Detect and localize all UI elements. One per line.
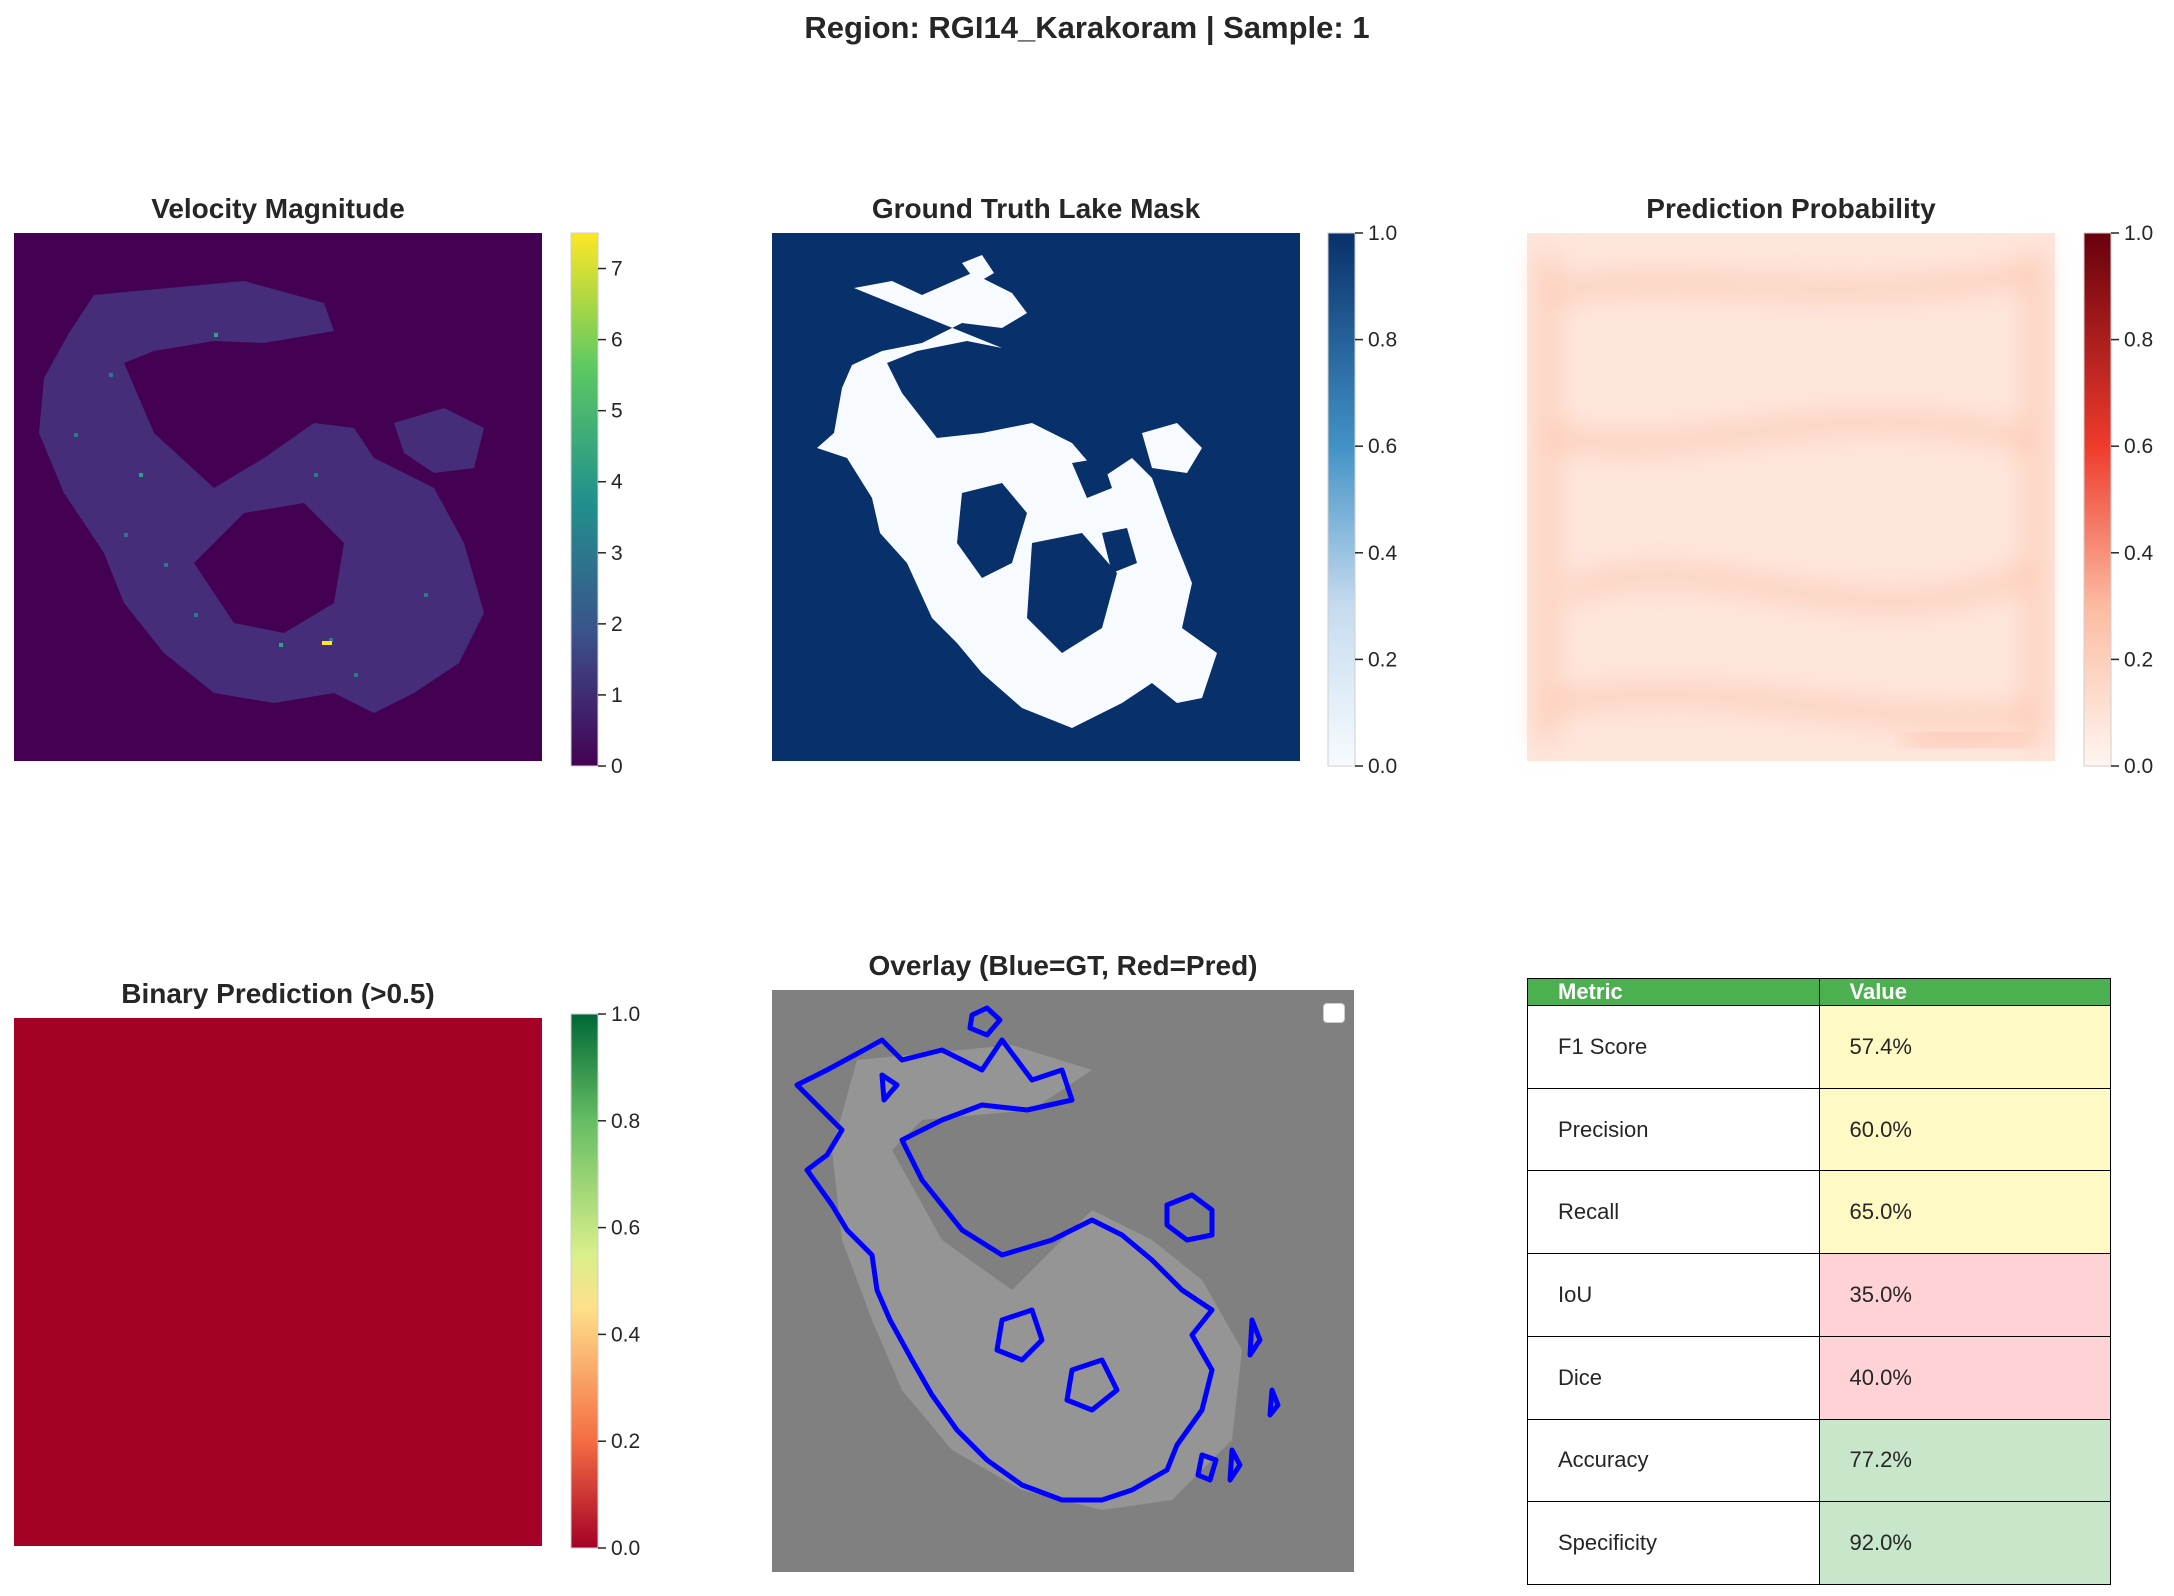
velocity-max-speck [322,641,332,645]
colorbar-tick-label: 0.8 [1368,329,1397,352]
velocity-hollow [194,503,344,633]
colorbar-tick-label: 0.8 [611,1110,640,1133]
colorbar-tick-label: 0.0 [611,1537,640,1560]
metric-name: IoU [1527,1253,1820,1337]
colorbar-tick-label: 6 [611,329,623,352]
table-row: Recall 65.0% [1527,1170,2111,1255]
metric-value: 40.0% [1818,1335,2111,1420]
overlay-texture [832,1045,1242,1510]
colorbar-tick-label: 0.4 [611,1323,641,1346]
colorbar-tick-label: 0.6 [611,1217,640,1240]
table-row: Accuracy 77.2% [1527,1418,2111,1503]
colorbar-tick-label: 0.2 [611,1430,640,1453]
metric-value: 65.0% [1818,1170,2111,1255]
velocity-colorbar: 0 1 2 3 4 5 6 7 [570,232,623,778]
figure-title: Region: RGI14_Karakoram | Sample: 1 [804,10,1370,45]
metric-value: 35.0% [1818,1253,2111,1337]
binary-colorbar: 0.0 0.2 0.4 0.6 0.8 1.0 [570,1003,641,1560]
colorbar-tick-label: 1.0 [2124,222,2153,245]
table-row: IoU 35.0% [1527,1253,2111,1337]
binary-heatmap [14,1018,542,1546]
colorbar-tick-label: 3 [611,542,623,565]
metric-name: Precision [1527,1087,1820,1172]
probability-streaks [1539,253,2043,743]
metrics-header-value: Value [1818,978,2111,1006]
colorbar-tick-label: 0.2 [2124,648,2153,671]
colorbar-tick-label: 2 [611,613,623,636]
metrics-table: Metric Value F1 Score 57.4% Precision 60.0… [1527,978,2111,1585]
colorbar-tick-label: 0.8 [2124,329,2153,352]
metric-name: Accuracy [1527,1418,1820,1503]
overlay-image [772,990,1354,1572]
colorbar-tick-label: 0.6 [1368,435,1397,458]
table-row: Specificity 92.0% [1527,1501,2111,1585]
metric-value: 92.0% [1818,1501,2111,1585]
velocity-glacier-region [39,281,484,713]
metric-value: 57.4% [1818,1005,2111,1089]
velocity-specks [74,333,428,677]
table-row: Dice 40.0% [1527,1335,2111,1420]
metric-name: Dice [1527,1335,1820,1420]
overlay-panel-title: Overlay (Blue=GT, Red=Pred) [868,950,1258,981]
colorbar-tick-label: 4 [611,471,623,494]
probability-background [1527,233,2055,761]
overlay-legend [1323,1003,1345,1023]
colorbar-tick-label: 0.0 [1368,755,1397,778]
colorbar-tick-label: 0.4 [2124,542,2154,565]
metric-name: Recall [1527,1170,1820,1255]
metric-name: Specificity [1527,1501,1820,1585]
probability-heatmap [1527,233,2055,761]
colorbar-tick-label: 1.0 [1368,222,1397,245]
colorbar-tick-label: 1.0 [611,1003,640,1026]
metrics-header-row: Metric Value [1527,978,2111,1006]
gt-mask-islands [957,458,1137,653]
gt-mask-lake [817,255,1217,728]
binary-fill [14,1018,542,1546]
colorbar-tick-label: 0.0 [2124,755,2153,778]
gt-mask-colorbar: 0.0 0.2 0.4 0.6 0.8 1.0 [1327,222,1398,778]
probability-panel-title: Prediction Probability [1646,193,1936,224]
gt-mask-heatmap [772,233,1300,761]
colorbar-tick-label: 1 [611,684,623,707]
colorbar-tick-label: 0.6 [2124,435,2153,458]
colorbar-tick-label: 7 [611,258,623,281]
colorbar-tick-label: 5 [611,400,623,423]
probability-colorbar: 0.0 0.2 0.4 0.6 0.8 1.0 [2083,222,2154,778]
metric-name: F1 Score [1527,1005,1820,1089]
velocity-heatmap [14,233,542,761]
binary-panel-title: Binary Prediction (>0.5) [121,978,435,1009]
overlay-gt-contour [794,1005,1281,1503]
colorbar-tick-label: 0 [611,755,623,778]
gt-mask-panel-title: Ground Truth Lake Mask [871,193,1201,224]
table-row: F1 Score 57.4% [1527,1005,2111,1089]
colorbar-tick-label: 0.2 [1368,648,1397,671]
table-row: Precision 60.0% [1527,1087,2111,1172]
metrics-header-metric: Metric [1527,978,1820,1006]
metric-value: 77.2% [1818,1418,2111,1503]
colorbar-tick-label: 0.4 [1368,542,1398,565]
metric-value: 60.0% [1818,1087,2111,1172]
velocity-panel-title: Velocity Magnitude [151,193,405,224]
